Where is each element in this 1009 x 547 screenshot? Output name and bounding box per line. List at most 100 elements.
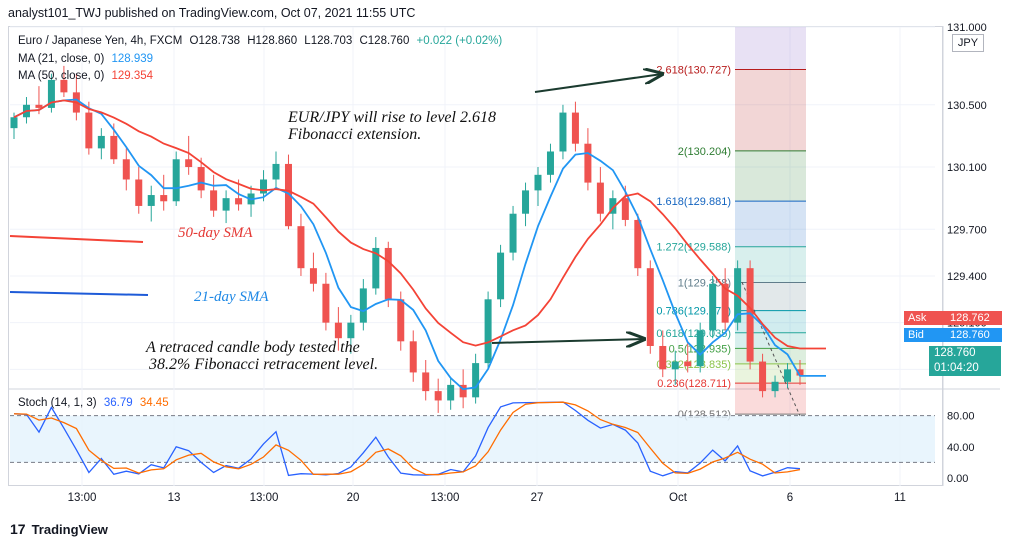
currency-badge[interactable]: JPY [952, 34, 984, 52]
candle-body [47, 79, 55, 108]
fib-band [735, 69, 806, 151]
stoch-tick-label: 80.00 [947, 411, 975, 423]
candle-body [571, 112, 579, 144]
legend-ma50-row[interactable]: MA (50, close, 0) 129.354 [18, 70, 153, 82]
candle-body [709, 283, 717, 331]
time-tick-label: 13:00 [250, 492, 279, 504]
candle-body [147, 195, 155, 206]
arrows [491, 74, 662, 343]
candle-body [621, 198, 629, 220]
candle-body [497, 252, 505, 300]
tradingview-brand: TradingView [31, 521, 108, 537]
symbol-name: Euro / Japanese Yen, 4h, FXCM [18, 35, 183, 47]
tradingview-logo-icon: 17 [10, 521, 26, 537]
candle-body [10, 117, 18, 129]
stoch-tick-label: 0.00 [947, 473, 968, 485]
time-tick-label: Oct [669, 492, 688, 504]
price-tick-label: 129.400 [947, 271, 987, 283]
fib-level-label: 2.618(130.727) [656, 64, 731, 76]
price-tick-label: 131.000 [947, 22, 987, 34]
ma50-value: 129.354 [111, 70, 154, 82]
candle-body [484, 299, 492, 364]
candle-body [110, 135, 118, 160]
change-value: +0.022 (+0.02%) [416, 35, 503, 47]
stoch-label: Stoch (14, 1, 3) [18, 397, 97, 409]
candle-body [384, 247, 392, 300]
ma21-label: MA (21, close, 0) [18, 53, 105, 65]
annotation-sma21: 21-day SMA [194, 289, 269, 305]
candle-body [297, 226, 305, 269]
arrow-to-retrace-level [491, 339, 644, 343]
annotation-retrace: A retraced candle body tested the 38.2% … [146, 339, 378, 373]
candle-body [97, 135, 105, 149]
fib-band [735, 332, 806, 349]
stoch-tick-label: 40.00 [947, 442, 975, 454]
annotation-sma50: 50-day SMA [178, 225, 253, 241]
legend-stoch-row[interactable]: Stoch (14, 1, 3) 36.79 34.45 [18, 397, 169, 409]
candle-body [85, 112, 93, 149]
price-tick-label: 130.500 [947, 100, 987, 112]
candle-body [646, 268, 654, 346]
candle-body [596, 182, 604, 214]
stoch-k-value: 36.79 [103, 397, 133, 409]
time-tick-label: 13 [168, 492, 181, 504]
candle-body [459, 384, 467, 398]
candle-body [35, 104, 43, 108]
fib-band [735, 150, 806, 202]
open-value: O128.738 [189, 35, 241, 47]
ma50-line [13, 99, 826, 350]
candle-body [260, 179, 268, 194]
candle-body [434, 391, 442, 401]
candle-body [671, 361, 679, 370]
candle-body [122, 159, 130, 180]
stoch-d-line [13, 401, 801, 476]
close-value: C128.760 [359, 35, 410, 47]
ma21-line [13, 98, 826, 391]
time-tick-label: 13:00 [431, 492, 460, 504]
low-value: L128.703 [304, 35, 353, 47]
moving-averages [9, 98, 826, 391]
fib-level-label: 0.236(128.711) [657, 378, 731, 390]
fib-level-label: 0.786(129.177) [656, 306, 731, 318]
time-tick-label: 20 [347, 492, 360, 504]
candle-body [210, 190, 218, 211]
candle-body [397, 299, 405, 342]
candle-body [135, 179, 143, 206]
candle-body [222, 198, 230, 211]
candle-body [172, 159, 180, 202]
time-tick-label: 13:00 [68, 492, 97, 504]
bid-value: 128.760 [946, 328, 1002, 342]
annotation-fib-line2: Fibonacci extension. [288, 126, 422, 143]
candle-body [584, 143, 592, 183]
high-value: H128.860 [247, 35, 298, 47]
current-price-box: 128.760 01:04:20 [929, 346, 1001, 376]
candle-body [721, 283, 729, 323]
annotation-fib-target: EUR/JPY will rise to level 2.618 Fibonac… [288, 109, 496, 143]
candle-body [372, 247, 380, 289]
ma50-label: MA (50, close, 0) [18, 70, 105, 82]
fib-level-label: 0.382(128.835) [656, 359, 731, 371]
annotation-fib-line1: EUR/JPY will rise to level 2.618 [288, 109, 496, 126]
candle-body [659, 345, 667, 370]
candle-body [272, 163, 280, 180]
candle-body [359, 288, 367, 323]
grid [8, 26, 1000, 486]
candle-body [422, 372, 430, 392]
candle-body [160, 195, 168, 202]
fib-band [735, 246, 806, 283]
published-header: analyst101_TWJ published on TradingView.… [8, 6, 416, 20]
fib-band [735, 348, 806, 364]
tradingview-logo[interactable]: 17 TradingView [10, 521, 108, 537]
stoch-band [10, 415, 935, 463]
price-tick-label: 129.700 [947, 224, 987, 236]
candle-body [546, 151, 554, 175]
fib-level-label: 1.618(129.881) [656, 196, 731, 208]
candle-body [759, 361, 767, 392]
current-price: 128.760 [934, 347, 976, 359]
candle-body [609, 198, 617, 214]
time-tick-label: 27 [531, 492, 544, 504]
candle-body [509, 213, 517, 253]
legend-ma21-row[interactable]: MA (21, close, 0) 128.939 [18, 53, 153, 65]
time-tick-label: 6 [787, 492, 793, 504]
